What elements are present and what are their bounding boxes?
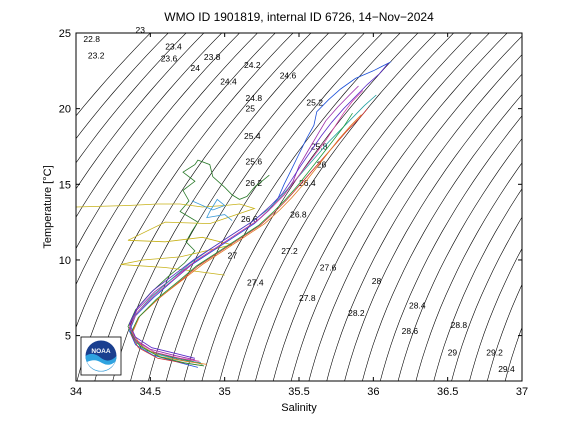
density-label: 22.8 bbox=[83, 34, 100, 44]
density-label: 25 bbox=[246, 104, 256, 114]
profile-series bbox=[191, 198, 233, 221]
y-tick-label: 25 bbox=[59, 28, 71, 40]
isopycnal-line bbox=[451, 216, 522, 381]
density-label: 24.4 bbox=[220, 76, 237, 86]
x-ticks: 34 34.5 35 35.5 36 36.5 37 bbox=[70, 33, 528, 398]
isopycnal-line bbox=[290, 33, 508, 381]
density-labels: 22.8 23 23.2 23.4 23.6 23.824 24.2 24.4 24.6 24.8… bbox=[83, 25, 515, 374]
isopycnal-line bbox=[308, 35, 522, 381]
density-label: 28.2 bbox=[348, 308, 365, 318]
density-label: 24.6 bbox=[280, 70, 297, 80]
density-label: 25.2 bbox=[306, 98, 323, 108]
x-axis-label: Salinity bbox=[281, 402, 317, 414]
density-label: 26.8 bbox=[290, 210, 307, 220]
density-label: 27.4 bbox=[247, 278, 264, 288]
density-label: 29.4 bbox=[498, 364, 515, 374]
y-tick-label: 5 bbox=[65, 331, 71, 343]
density-label: 27.6 bbox=[320, 263, 337, 273]
density-label: 23.4 bbox=[165, 42, 182, 52]
density-label: 25.4 bbox=[244, 131, 261, 141]
profile-series bbox=[132, 114, 362, 365]
isopycnal-line bbox=[433, 188, 522, 381]
density-label: 24.8 bbox=[246, 93, 263, 103]
chart-title: WMO ID 1901819, internal ID 6726, 14−Nov… bbox=[164, 10, 434, 24]
density-label: 25.6 bbox=[246, 157, 263, 167]
x-tick-label: 35 bbox=[219, 386, 231, 398]
isopycnal-line bbox=[112, 33, 330, 381]
density-label: 26.4 bbox=[299, 178, 316, 188]
isopycnal-line bbox=[76, 33, 169, 140]
isopycnal-line bbox=[504, 326, 522, 381]
density-label: 23.8 bbox=[204, 52, 221, 62]
density-label: 23.2 bbox=[88, 51, 105, 61]
y-axis-label: Temperature [°C] bbox=[42, 165, 54, 249]
isopycnal-line bbox=[344, 73, 522, 381]
density-label: 24 bbox=[191, 63, 201, 73]
isopycnal-line bbox=[237, 33, 455, 381]
density-label: 28.8 bbox=[451, 320, 468, 330]
profile-series bbox=[130, 112, 353, 367]
density-label: 23.6 bbox=[161, 54, 178, 64]
isopycnal-line bbox=[76, 33, 240, 250]
density-label: 27 bbox=[228, 250, 238, 260]
x-tick-label: 36.5 bbox=[437, 386, 458, 398]
x-tick-label: 34 bbox=[70, 386, 82, 398]
isopycnal-line bbox=[415, 162, 522, 381]
density-label: 25.8 bbox=[311, 142, 328, 152]
profile-series bbox=[76, 203, 256, 276]
density-label: 29.2 bbox=[486, 347, 503, 357]
density-label: 26.6 bbox=[241, 214, 258, 224]
isopycnal-line bbox=[165, 33, 383, 381]
density-label: 29 bbox=[448, 347, 458, 357]
isopycnal-line bbox=[76, 33, 151, 117]
isopycnal-line bbox=[537, 18, 576, 396]
isopycnal-line bbox=[76, 33, 187, 164]
isopycnal-line bbox=[486, 283, 522, 381]
x-tick-label: 37 bbox=[516, 386, 528, 398]
density-label: 28.6 bbox=[402, 326, 419, 336]
isopycnal-line bbox=[76, 33, 294, 381]
isopycnal-line bbox=[379, 115, 522, 381]
isopycnal-line bbox=[397, 138, 522, 381]
isopycnal-line bbox=[362, 93, 522, 381]
profile-series bbox=[129, 90, 364, 362]
isopycnal-line bbox=[76, 33, 258, 286]
y-ticks: 5 10 15 20 25 bbox=[59, 28, 522, 343]
y-tick-label: 20 bbox=[59, 104, 71, 116]
isopycnal-line bbox=[219, 33, 437, 381]
isopycnal-line bbox=[148, 33, 365, 381]
x-tick-label: 34.5 bbox=[140, 386, 161, 398]
density-label: 26 bbox=[317, 160, 327, 170]
svg-text:NOAA: NOAA bbox=[91, 348, 110, 355]
x-tick-label: 36 bbox=[367, 386, 379, 398]
isopycnal-line bbox=[555, 18, 576, 396]
density-label: 27.8 bbox=[299, 293, 316, 303]
isopycnal-line bbox=[183, 33, 401, 381]
density-label: 27.2 bbox=[281, 246, 298, 256]
isopycnal-line bbox=[469, 247, 522, 381]
isopycnal-line bbox=[94, 33, 312, 381]
density-label: 28.4 bbox=[409, 300, 426, 310]
y-tick-label: 15 bbox=[59, 179, 71, 191]
isopycnal-line bbox=[255, 33, 472, 381]
isopycnal-line bbox=[76, 33, 205, 190]
isopycnal-lines bbox=[76, 18, 576, 396]
profile-lines bbox=[76, 61, 392, 368]
y-tick-label: 10 bbox=[59, 255, 71, 267]
isopycnal-line bbox=[76, 33, 276, 329]
density-label: 26.2 bbox=[246, 178, 263, 188]
noaa-logo: NOAA bbox=[80, 336, 122, 376]
density-label: 28 bbox=[372, 276, 382, 286]
isopycnal-line bbox=[519, 18, 576, 396]
isopycnal-line bbox=[272, 33, 490, 381]
density-label: 23 bbox=[136, 25, 146, 35]
x-tick-label: 35.5 bbox=[288, 386, 309, 398]
density-label: 24.2 bbox=[244, 60, 261, 70]
isopycnal-line bbox=[326, 54, 522, 381]
